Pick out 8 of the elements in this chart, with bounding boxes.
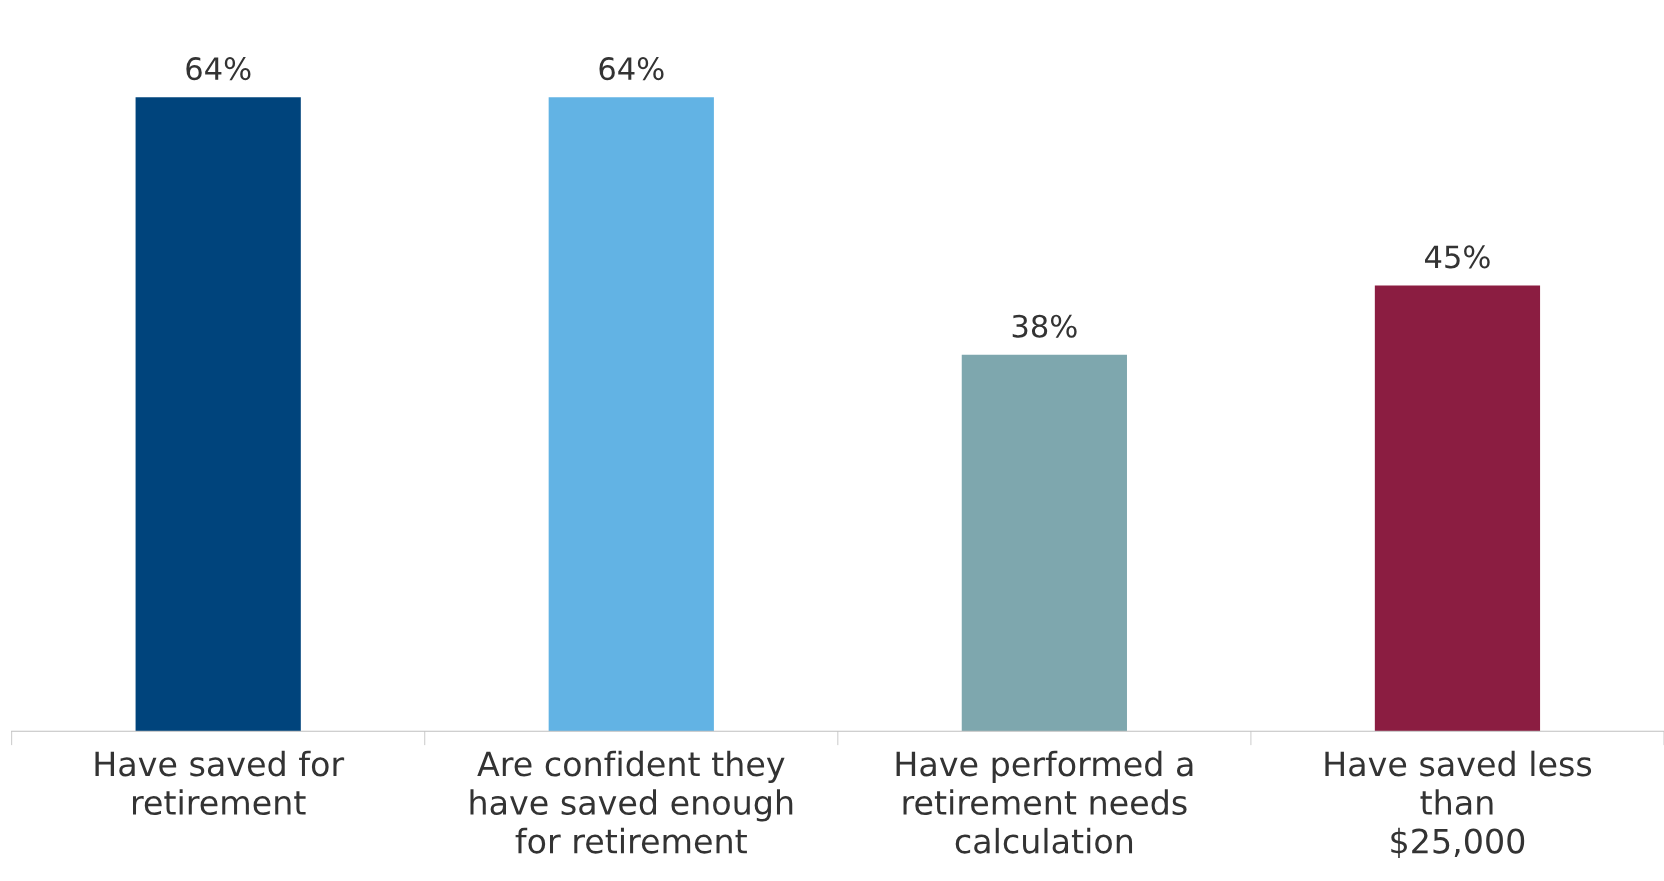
data-label: 38%: [1012, 314, 1077, 338]
data-label: 64%: [599, 57, 664, 81]
x-tick-label: Have saved for retirement: [95, 750, 345, 816]
x-tick-label: Are confident they have saved enough for retirement: [470, 750, 793, 854]
x-tick-label: Have performed a retirement needs calculation: [896, 750, 1193, 854]
data-label: 64%: [186, 57, 251, 81]
x-tick-label: Have saved less than $25,000: [1325, 750, 1592, 859]
data-label: 45%: [1424, 245, 1490, 269]
